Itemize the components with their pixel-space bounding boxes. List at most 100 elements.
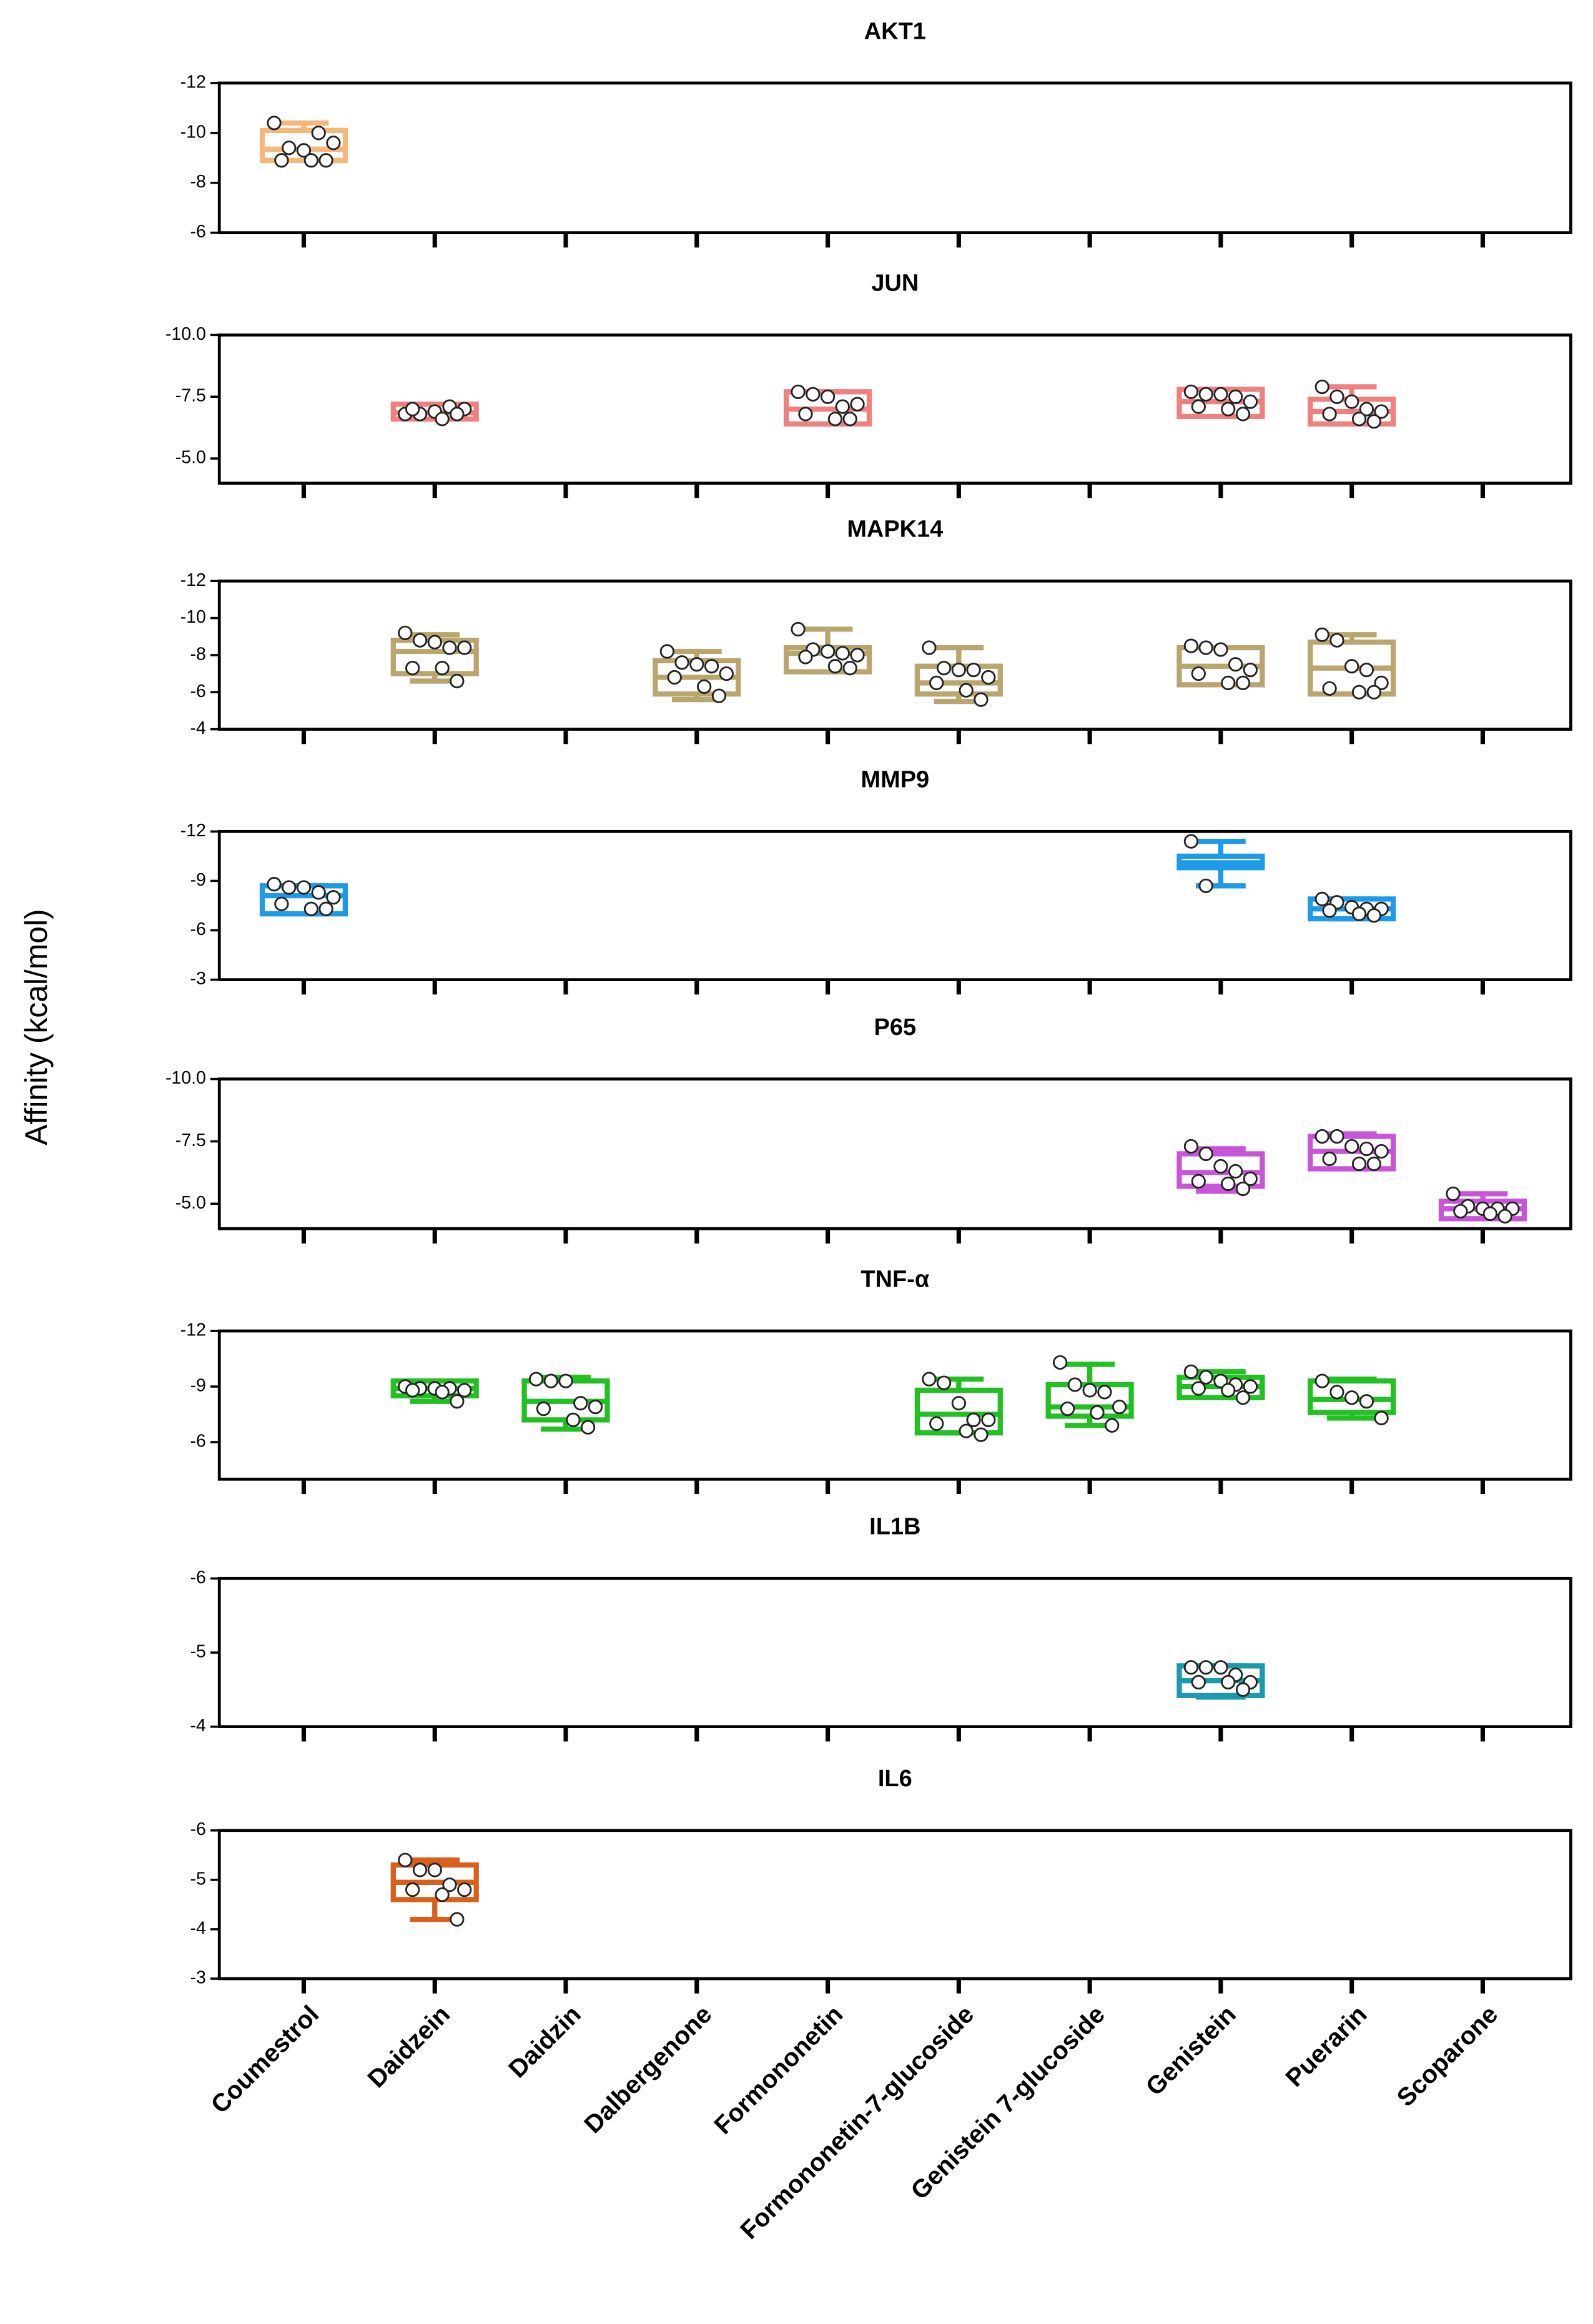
data-point (1183, 638, 1199, 653)
data-point (966, 1412, 981, 1428)
data-point (1198, 1370, 1213, 1385)
data-point (1228, 389, 1243, 404)
data-point (1314, 1373, 1329, 1388)
panel-title: MMP9 (861, 767, 929, 793)
data-point (1243, 663, 1258, 678)
data-point (318, 153, 333, 168)
data-point (1453, 1204, 1468, 1219)
data-point (966, 663, 981, 678)
data-point (1221, 675, 1236, 691)
data-point (274, 896, 289, 911)
data-point (398, 625, 413, 640)
data-point (798, 650, 813, 665)
data-point (922, 1372, 937, 1387)
x-tick-label: Daidzin (503, 2000, 586, 2084)
data-point (1082, 1383, 1097, 1398)
data-point (1366, 685, 1381, 700)
data-point (566, 1412, 581, 1428)
data-point (1235, 1181, 1251, 1197)
data-point (1351, 906, 1367, 921)
data-point (951, 663, 966, 678)
data-point (1322, 1151, 1337, 1167)
y-tick-label: -4 (190, 718, 206, 738)
y-tick-label: -8 (190, 172, 206, 192)
data-point (1314, 1129, 1329, 1144)
data-point (303, 901, 318, 916)
data-point (1235, 1390, 1251, 1405)
data-point (442, 1877, 457, 1892)
data-point (318, 901, 333, 916)
data-point (1221, 1176, 1236, 1192)
data-point (528, 1372, 544, 1387)
data-point (1359, 402, 1374, 417)
data-point (1198, 1146, 1213, 1162)
data-point (1183, 1364, 1199, 1379)
data-point (296, 143, 312, 158)
panel-title: MAPK14 (847, 517, 943, 543)
y-tick-label: -5 (190, 1869, 206, 1889)
data-point (1374, 675, 1389, 691)
data-point (296, 880, 312, 895)
data-point (936, 661, 952, 676)
x-tick-label: Dalbergenone (578, 2000, 718, 2139)
plot-frame (217, 81, 1572, 234)
data-point (1322, 903, 1337, 918)
data-point (719, 666, 734, 681)
data-point (1497, 1209, 1512, 1224)
data-point (820, 644, 836, 659)
panel-title: JUN (871, 270, 919, 297)
y-tick-label: -10.0 (165, 324, 206, 344)
panel-title: P65 (874, 1014, 917, 1041)
data-point (1344, 1139, 1359, 1154)
data-point (1183, 384, 1199, 399)
x-tick-label: Formononetin-7-glucoside (734, 2000, 979, 2245)
data-point (1314, 627, 1329, 642)
data-point (1060, 1401, 1075, 1417)
data-point (1198, 640, 1213, 655)
y-tick-label: -6 (190, 1431, 206, 1451)
y-tick-label: -10 (180, 607, 206, 627)
data-point (311, 885, 326, 900)
data-point (1183, 834, 1199, 849)
data-point (398, 1852, 413, 1867)
data-point (1235, 1682, 1251, 1697)
data-point (704, 659, 719, 674)
data-point (827, 412, 843, 427)
data-point (1322, 681, 1337, 696)
x-tick-label: Puerarin (1280, 2000, 1372, 2092)
data-point (457, 1882, 472, 1897)
data-point (667, 670, 682, 685)
x-tick-label: Coumestrol (205, 2000, 324, 2119)
data-point (267, 116, 282, 131)
data-point (1374, 1410, 1389, 1426)
data-point (435, 1385, 450, 1400)
data-point (450, 1394, 465, 1409)
data-point (922, 640, 937, 655)
y-tick-label: -12 (180, 72, 206, 92)
data-point (412, 633, 428, 648)
data-point (543, 1373, 558, 1388)
data-point (1366, 908, 1381, 923)
panel-title: IL1B (869, 1514, 920, 1540)
data-point (981, 1412, 996, 1428)
data-point (450, 673, 465, 689)
y-tick-label: -4 (190, 1716, 206, 1736)
data-point (1243, 1379, 1258, 1394)
data-point (1090, 1405, 1105, 1420)
y-tick-label: -5 (190, 1641, 206, 1661)
data-point (1374, 1144, 1389, 1159)
data-point (798, 407, 813, 422)
data-point (959, 683, 974, 698)
data-point (835, 399, 850, 414)
data-point (1198, 387, 1213, 402)
y-tick-label: -7.5 (175, 386, 206, 406)
plot-frame (217, 1077, 1572, 1230)
data-point (1183, 1660, 1199, 1675)
data-point (791, 621, 806, 637)
data-point (1221, 1383, 1236, 1398)
data-point (1183, 1139, 1199, 1154)
data-point (1314, 379, 1329, 395)
data-point (1359, 1141, 1374, 1157)
data-point (1359, 663, 1374, 678)
data-point (1191, 1381, 1206, 1396)
